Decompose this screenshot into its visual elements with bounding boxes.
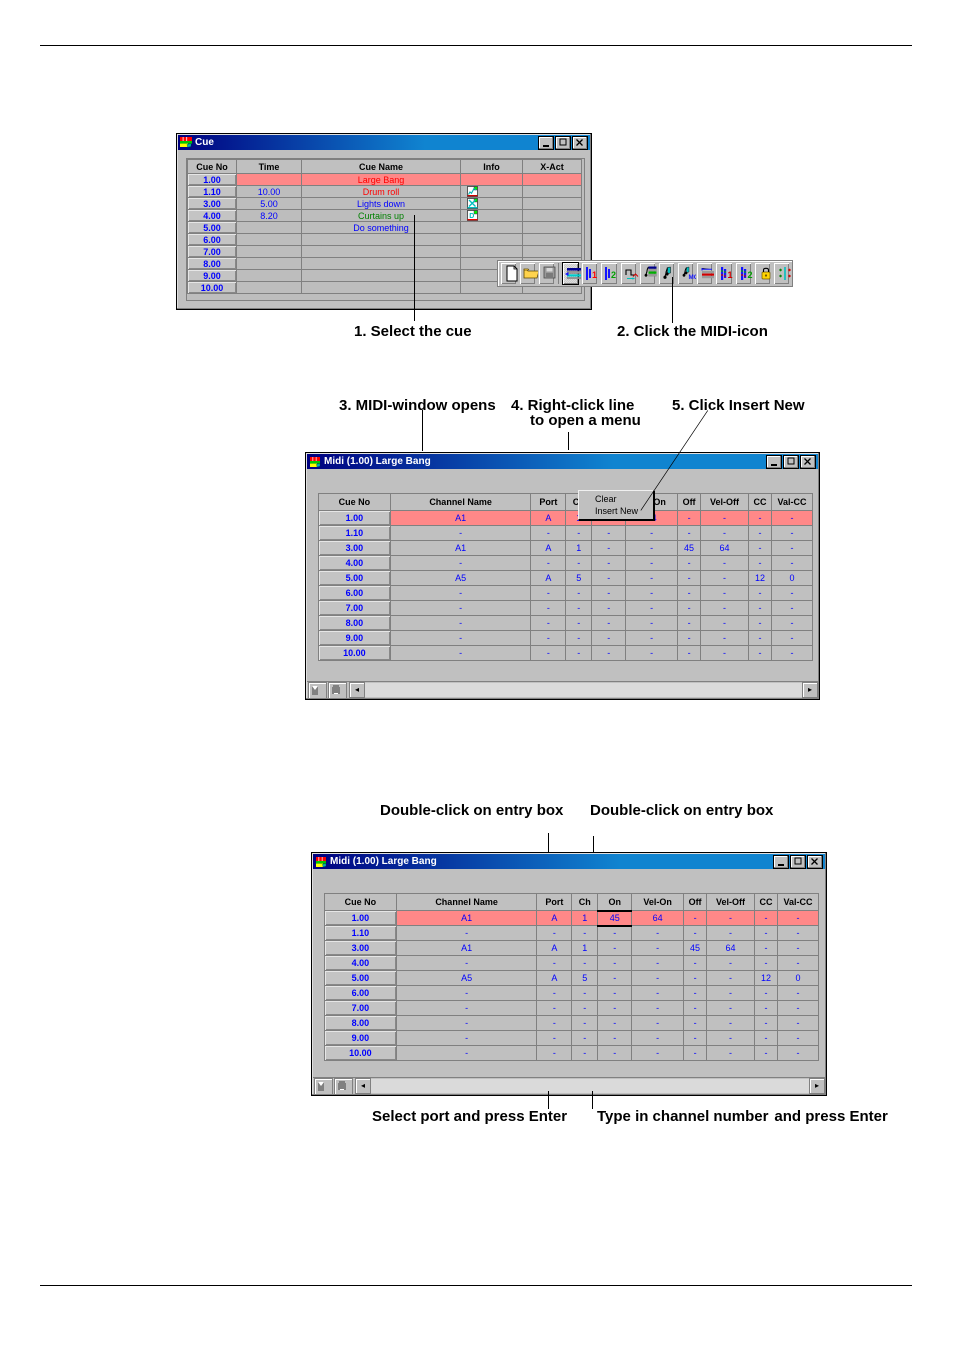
- svg-text:1: 1: [728, 270, 733, 280]
- svg-text:2: 2: [611, 270, 616, 280]
- svg-text:D: D: [469, 213, 474, 220]
- svg-text:1: 1: [592, 270, 597, 280]
- svg-text:2: 2: [747, 270, 752, 280]
